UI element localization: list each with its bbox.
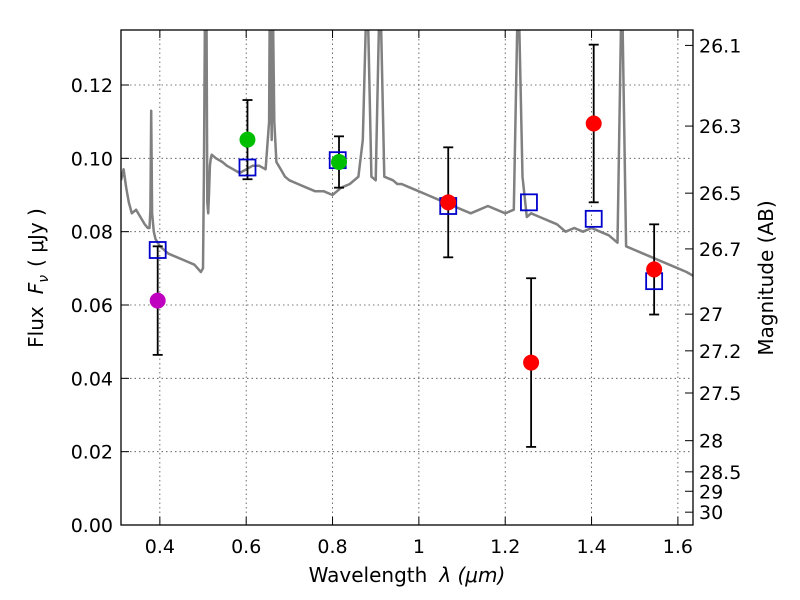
right-tick-label: 27.2 [699,341,741,363]
observed-point [523,354,540,371]
x-tick-label: 1.2 [490,536,520,558]
x-axis-title: Wavelength λ (μm) [309,563,506,587]
right-tick-label: 30 [699,502,723,524]
y-tick-label: 0.12 [71,75,113,97]
right-tick-label: 27.5 [699,383,741,405]
observed-point [646,261,663,278]
right-axis-title: Magnitude (AB) [754,200,778,355]
ticks: 0.4 0.6 0.8 1 1.2 1.4 1.6 0.00 0.02 0.04 0.06 0.08 0… [71,30,741,558]
observed-point [239,131,256,148]
model-point-square [584,209,603,228]
right-tick-label: 26.3 [699,116,741,138]
y-tick-label: 0.08 [71,222,113,244]
x-tick-label: 0.8 [317,536,347,558]
model-point-square [238,158,257,177]
photometry-layer [148,43,664,448]
y-axis-title: FluxFν( μJy ) [24,208,52,348]
observed-point [331,154,348,170]
right-tick-label: 27 [699,304,723,326]
right-tick-label: 29 [699,481,723,503]
x-tick-label: 1.6 [663,536,693,558]
x-tick-label: 0.4 [145,536,175,558]
y-tick-label: 0.00 [71,515,113,537]
y-tick-label: 0.02 [71,442,113,464]
observed-point [440,194,457,211]
right-tick-label: 26.1 [699,35,741,57]
right-tick-label: 26.7 [699,239,741,261]
right-tick-label: 28.5 [699,462,741,484]
model-point-square [520,193,538,212]
model-spectrum-layer [121,30,693,277]
x-tick-label: 1 [413,536,425,558]
right-tick-label: 26.5 [699,183,741,205]
spectrum-line [121,30,693,277]
observed-point [149,292,166,309]
y-tick-label: 0.04 [71,368,113,390]
right-tick-label: 28 [699,431,723,453]
x-tick-label: 1.4 [576,536,606,558]
model-point-square [148,241,167,259]
observed-point [585,115,602,132]
x-tick-label: 0.6 [231,536,261,558]
y-tick-label: 0.06 [71,295,113,317]
plot-frame [120,29,694,526]
y-tick-label: 0.10 [71,148,113,170]
